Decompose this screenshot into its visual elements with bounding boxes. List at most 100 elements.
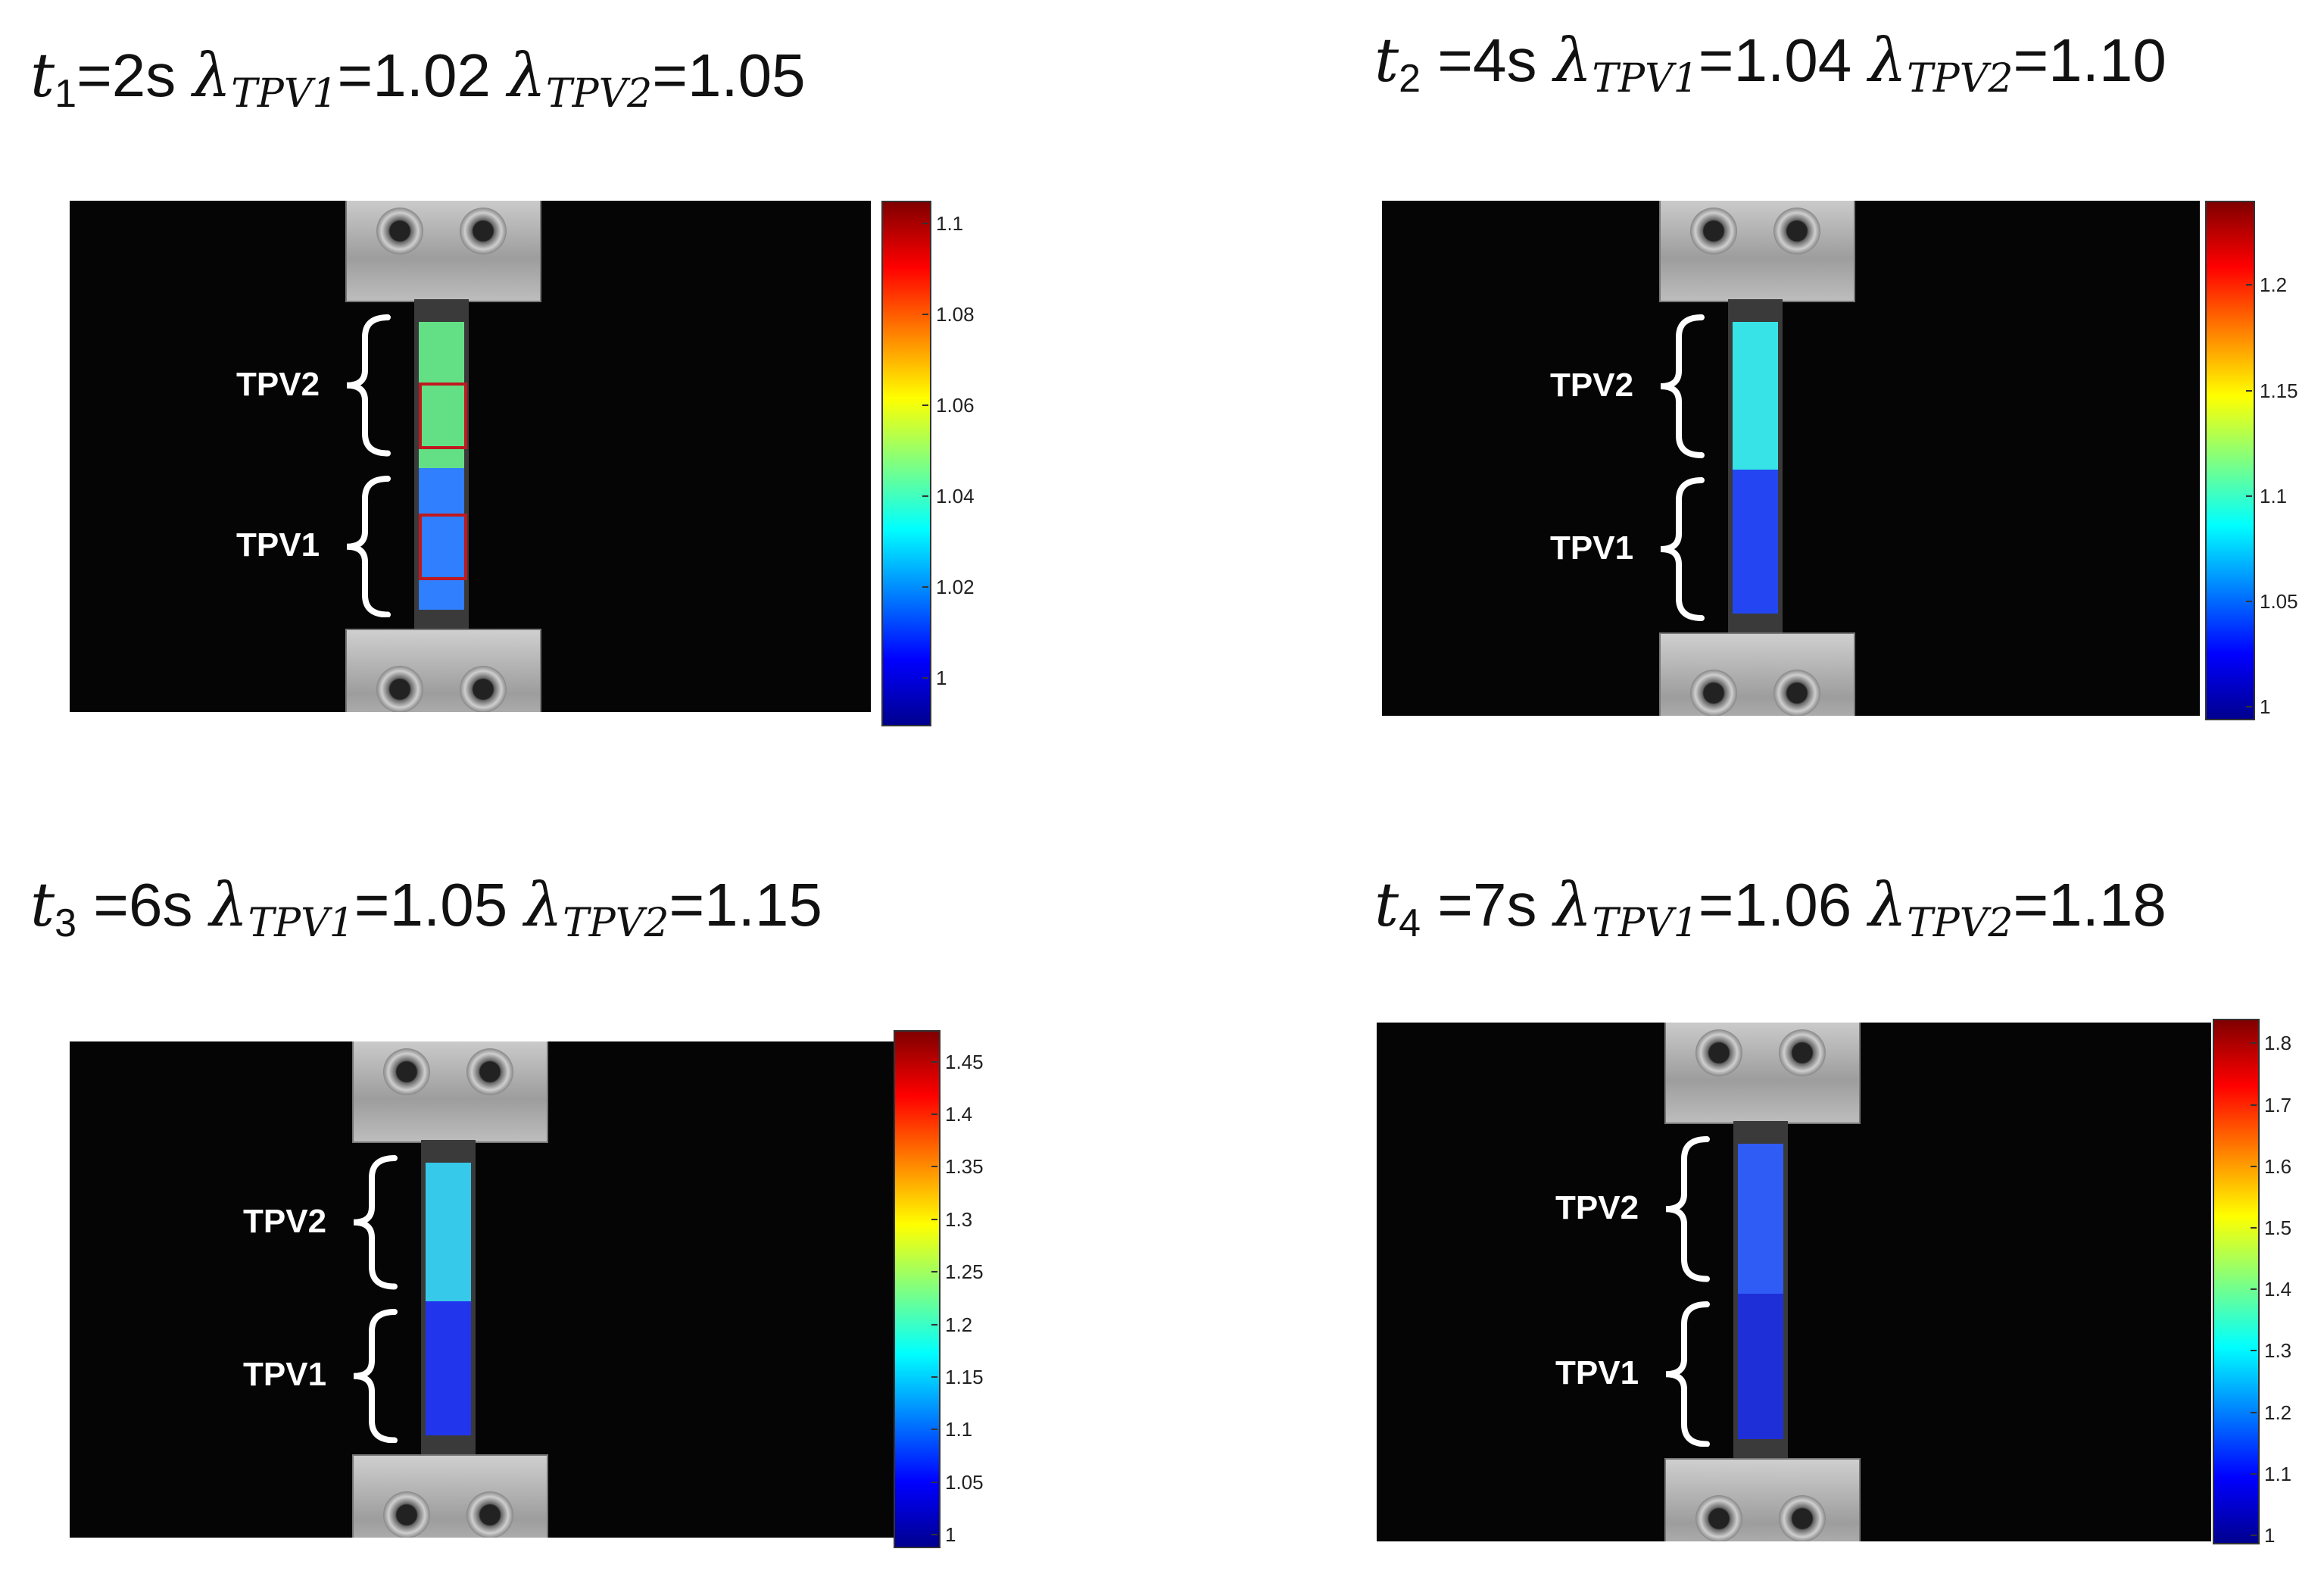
tpv2-strain-field — [1738, 1144, 1783, 1294]
grip-bolt-icon — [376, 208, 423, 255]
lambda-subscript-tpv1: TPV1 — [231, 71, 338, 117]
tpv1-label: TPV1 — [243, 1356, 327, 1394]
dic-strain-image: TPV2 TPV1 — [1377, 1023, 2211, 1541]
colorbar-tick-label: 1.1 — [945, 1418, 973, 1441]
grip-bolt-icon — [1779, 1495, 1826, 1541]
grip-bolt-icon — [460, 208, 507, 255]
title-space — [507, 871, 524, 938]
lambda-subscript-tpv2: TPV2 — [1907, 901, 2014, 946]
colorbar-tick-label: 1.06 — [936, 394, 975, 417]
lambda-symbol: λ — [1553, 870, 1592, 940]
lambda-symbol: λ — [1868, 870, 1908, 940]
lambda-symbol: λ — [1553, 25, 1592, 95]
upper-grip — [345, 201, 541, 302]
dic-strain-image: TPV2 TPV1 — [1382, 201, 2200, 716]
colorbar-tick-label: 1.1 — [936, 212, 964, 235]
time-symbol: t — [30, 870, 55, 940]
lambda-symbol: λ — [192, 40, 232, 111]
upper-grip — [1664, 1023, 1861, 1124]
colorbar-tick-mark — [931, 1218, 937, 1220]
time-value: =6s — [76, 871, 193, 938]
grip-bolt-icon — [1779, 1029, 1826, 1076]
title-space — [491, 42, 507, 109]
colorbar-tick-mark — [2246, 389, 2252, 392]
grip-bolt-icon — [1773, 208, 1820, 255]
colorbar-tick-mark — [931, 1376, 937, 1378]
lambda-tpv2-value: =1.18 — [2013, 871, 2166, 938]
lambda-tpv2-value: =1.05 — [652, 42, 806, 109]
upper-grip — [351, 1041, 548, 1143]
colorbar-tick-mark — [2246, 600, 2252, 602]
tpv1-brace-icon — [1660, 477, 1705, 621]
panel-title: t1=2s λTPV1=1.02 λTPV2=1.05 — [30, 45, 806, 114]
colorbar-tick-label: 1.02 — [936, 576, 975, 598]
colorbar-tick-label: 1 — [945, 1523, 956, 1547]
colorbar-tick-label: 1.05 — [2260, 589, 2298, 613]
title-space — [1537, 871, 1554, 938]
colorbar-tick-label: 1.2 — [2260, 273, 2288, 297]
lower-grip — [345, 629, 541, 712]
grip-bolt-icon — [383, 1491, 430, 1538]
lambda-symbol: λ — [507, 40, 546, 111]
colorbar-tick-mark — [922, 223, 928, 224]
tpv2-brace-icon — [353, 1155, 398, 1290]
colorbar-tick-mark — [2251, 1350, 2257, 1352]
panel-title: t3 =6s λTPV1=1.05 λTPV2=1.15 — [30, 875, 822, 944]
tpv2-label: TPV2 — [236, 365, 320, 403]
title-space — [193, 871, 210, 938]
colorbar-tick-label: 1 — [2260, 695, 2271, 719]
tpv1-brace-icon — [353, 1308, 398, 1443]
colorbar-tick-label: 1.08 — [936, 303, 975, 326]
time-value: =4s — [1421, 27, 1537, 94]
lambda-tpv1-value: =1.06 — [1698, 871, 1852, 938]
colorbar-tick-label: 1.05 — [945, 1470, 984, 1494]
tpv2-label: TPV2 — [1550, 367, 1634, 404]
lambda-subscript-tpv2: TPV2 — [545, 71, 653, 117]
tpv1-brace-icon — [1665, 1301, 1710, 1447]
colorbar-tick-mark — [2246, 706, 2252, 708]
colorbar-tick-label: 1.1 — [2264, 1462, 2292, 1485]
upper-grip — [1658, 201, 1855, 302]
tpv2-strain-field — [419, 322, 464, 468]
colorbar-tick-label: 1.6 — [2264, 1154, 2292, 1178]
colorbar — [881, 201, 931, 726]
tpv2-brace-icon — [346, 314, 391, 457]
tpv1-label: TPV1 — [236, 526, 320, 564]
colorbar-tick-label: 1 — [2264, 1523, 2276, 1547]
colorbar-tick-mark — [931, 1060, 937, 1063]
colorbar-tick-label: 1.2 — [945, 1313, 973, 1336]
lambda-tpv2-value: =1.15 — [669, 871, 822, 938]
colorbar-tick-mark — [2251, 1227, 2257, 1229]
colorbar — [894, 1030, 941, 1548]
colorbar-tick-mark — [2251, 1411, 2257, 1413]
lambda-symbol: λ — [524, 870, 563, 940]
tpv2-brace-icon — [1660, 314, 1705, 458]
grip-bolt-icon — [376, 666, 423, 712]
colorbar-tick-mark — [931, 1481, 937, 1483]
colorbar-tick-mark — [931, 1323, 937, 1326]
colorbar-tick-label: 1.04 — [936, 485, 975, 507]
colorbar-tick-label: 1 — [936, 667, 947, 689]
grip-bolt-icon — [466, 1491, 513, 1538]
tpv2-label: TPV2 — [1555, 1189, 1639, 1227]
colorbar-tick-mark — [922, 677, 928, 679]
colorbar-tick-label: 1.35 — [945, 1155, 984, 1179]
lambda-tpv1-value: =1.04 — [1698, 27, 1852, 94]
lower-grip — [1664, 1458, 1861, 1541]
lower-grip — [351, 1454, 548, 1538]
title-space — [1537, 27, 1554, 94]
grip-bolt-icon — [1690, 208, 1737, 255]
lambda-tpv1-value: =1.05 — [354, 871, 508, 938]
tpv1-label: TPV1 — [1555, 1354, 1639, 1391]
colorbar-tick-label: 1.5 — [2264, 1216, 2292, 1239]
colorbar-tick-label: 1.7 — [2264, 1093, 2292, 1116]
colorbar-tick-label: 1.25 — [945, 1260, 984, 1284]
time-symbol: t — [1374, 870, 1399, 940]
time-symbol: t — [1374, 25, 1399, 95]
tpv2-label: TPV2 — [243, 1202, 327, 1240]
tpv1-brace-icon — [346, 475, 391, 617]
colorbar-tick-mark — [922, 314, 928, 315]
colorbar-tick-label: 1.3 — [945, 1207, 973, 1231]
colorbar-tick-mark — [922, 586, 928, 588]
lambda-subscript-tpv1: TPV1 — [1592, 901, 1699, 946]
